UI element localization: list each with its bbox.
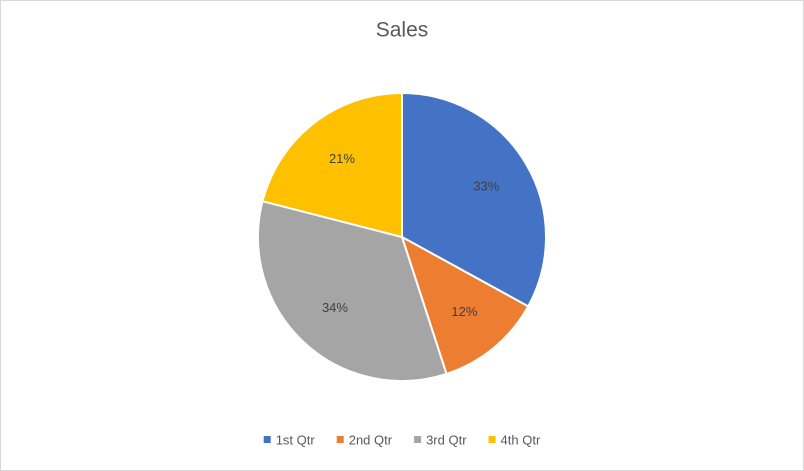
legend-label: 3rd Qtr — [426, 432, 467, 447]
pie-slice — [400, 234, 530, 376]
pie-slice — [257, 199, 448, 382]
legend-marker — [414, 436, 422, 443]
legend-marker — [488, 436, 496, 443]
data-label: 12% — [451, 304, 477, 319]
data-label: 33% — [473, 179, 499, 194]
legend-label: 1st Qtr — [276, 432, 316, 447]
data-label: 21% — [329, 151, 355, 166]
pie-slice — [261, 91, 403, 239]
legend-marker — [336, 436, 344, 443]
legend-label: 4th Qtr — [501, 432, 541, 447]
chart-title: Sales — [376, 19, 429, 42]
legend-marker — [263, 436, 271, 443]
data-label: 34% — [322, 300, 348, 315]
legend-label: 2nd Qtr — [349, 432, 393, 447]
pie-slice — [401, 91, 547, 308]
